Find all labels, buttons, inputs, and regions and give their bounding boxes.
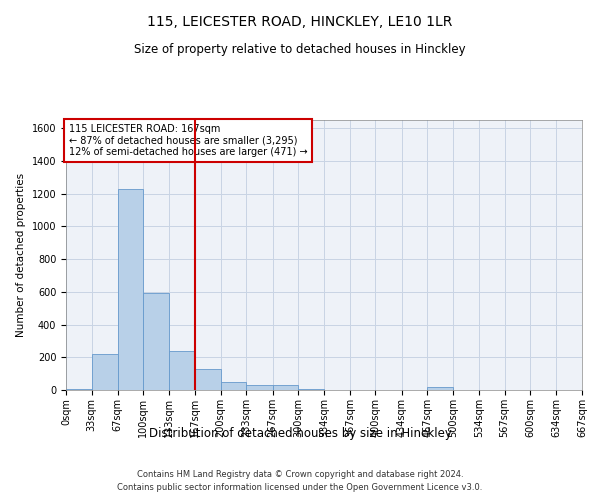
Text: Size of property relative to detached houses in Hinckley: Size of property relative to detached ho… bbox=[134, 42, 466, 56]
Bar bbox=[427, 386, 453, 390]
Bar bbox=[195, 368, 221, 390]
Bar bbox=[169, 350, 195, 390]
Bar bbox=[246, 385, 272, 390]
Bar bbox=[272, 385, 298, 390]
Bar bbox=[143, 294, 169, 390]
Text: 115, LEICESTER ROAD, HINCKLEY, LE10 1LR: 115, LEICESTER ROAD, HINCKLEY, LE10 1LR bbox=[148, 15, 452, 29]
Text: Contains public sector information licensed under the Open Government Licence v3: Contains public sector information licen… bbox=[118, 482, 482, 492]
Bar bbox=[221, 382, 246, 390]
Bar bbox=[66, 389, 92, 390]
Text: 115 LEICESTER ROAD: 167sqm
← 87% of detached houses are smaller (3,295)
12% of s: 115 LEICESTER ROAD: 167sqm ← 87% of deta… bbox=[68, 124, 307, 157]
Bar bbox=[92, 354, 118, 390]
Y-axis label: Number of detached properties: Number of detached properties bbox=[16, 173, 26, 337]
Text: Contains HM Land Registry data © Crown copyright and database right 2024.: Contains HM Land Registry data © Crown c… bbox=[137, 470, 463, 479]
Text: Distribution of detached houses by size in Hinckley: Distribution of detached houses by size … bbox=[149, 428, 451, 440]
Bar bbox=[298, 389, 325, 390]
Bar bbox=[118, 188, 143, 390]
